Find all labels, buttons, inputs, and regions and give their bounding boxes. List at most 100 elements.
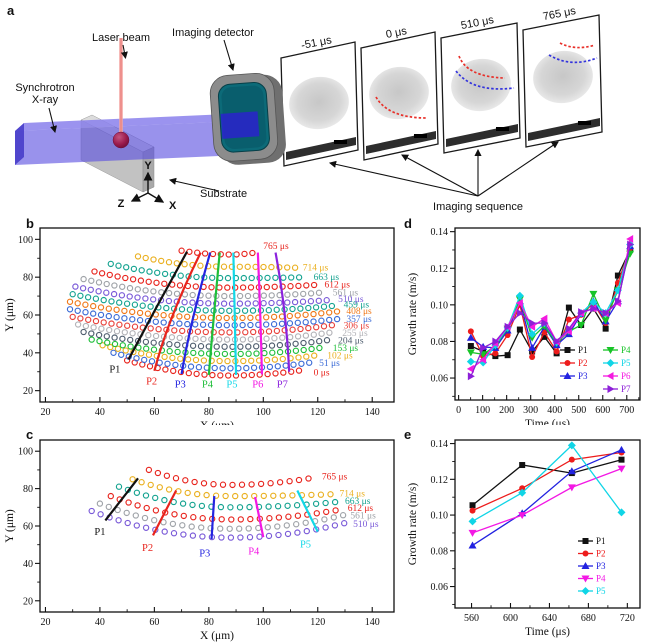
- svg-text:0.14: 0.14: [431, 439, 449, 450]
- svg-text:600: 600: [595, 405, 610, 416]
- svg-text:60: 60: [149, 407, 159, 418]
- synchrotron-label-2: X-ray: [32, 94, 59, 106]
- axes: 560 600 640 680 720 0.06 0.08 0.10 0.12 0.14 Time …: [407, 439, 641, 638]
- path-line-P1: [104, 477, 139, 522]
- svg-text:700: 700: [619, 405, 634, 416]
- x-axis-arrow: [147, 192, 165, 203]
- legend-label-P4: P4: [621, 345, 631, 355]
- beam-end-cap: [15, 123, 24, 165]
- time-label: 153 μs: [333, 344, 359, 354]
- series-P7: [467, 240, 635, 381]
- svg-text:720: 720: [620, 613, 635, 624]
- legend-label-P2: P2: [578, 358, 588, 368]
- time-label: 561 μs: [333, 288, 359, 298]
- measurement-paths: P1 P2 P3 P4 P5 P6 P7: [109, 251, 291, 391]
- x-axis-title: Time (μs): [525, 626, 570, 638]
- y-axis-title: Y (μm): [4, 298, 16, 332]
- annotation-arrows: [48, 39, 559, 197]
- axis-z-label: Z: [118, 198, 125, 210]
- time-label: 459 μs: [344, 301, 370, 311]
- svg-text:40: 40: [23, 559, 33, 570]
- path-label-P2: P2: [142, 543, 153, 554]
- svg-text:400: 400: [547, 405, 562, 416]
- time-label: 510 μs: [338, 295, 364, 305]
- svg-text:200: 200: [499, 405, 514, 416]
- melt-pool-image: [451, 58, 511, 112]
- panel-d-growth-rate-chart: 0 100 200 300 400 500 600 700 0.06 0.08 0.10 0.12 0.…: [407, 227, 641, 425]
- time-label: 255 μs: [342, 329, 368, 339]
- laser-beam-core: [120, 38, 122, 135]
- coordinate-triad: [130, 171, 165, 203]
- panel-b-letter: b: [26, 216, 34, 231]
- svg-text:120: 120: [310, 407, 325, 418]
- time-label: 306 μs: [344, 321, 370, 331]
- path-label-P3: P3: [199, 549, 210, 560]
- svg-text:140: 140: [365, 617, 380, 628]
- svg-text:20: 20: [40, 407, 50, 418]
- substrate-arrow: [168, 177, 220, 192]
- sequence-arrow-2: [401, 154, 479, 197]
- detector-arrow: [223, 39, 235, 72]
- svg-text:20: 20: [23, 596, 33, 607]
- svg-text:100: 100: [18, 235, 33, 246]
- y-axis-title: Growth rate (m/s): [407, 483, 419, 566]
- red-contour-curve: [375, 96, 428, 119]
- svg-text:600: 600: [503, 613, 518, 624]
- z-axis-arrow: [130, 192, 149, 202]
- beam-on-screen: [220, 111, 260, 139]
- legend-label-P1: P1: [596, 536, 606, 546]
- blue-contour-curve: [548, 54, 598, 64]
- path-line-P3: [210, 496, 216, 540]
- axes: 20 40 60 80 100 120 140 20 40 60 80 100 X (μm) Y (μm): [4, 227, 395, 425]
- time-label: 357 μs: [346, 315, 372, 325]
- imaging-frame-3: [440, 22, 521, 154]
- time-label: 663 μs: [345, 497, 371, 507]
- imaging-frame-1: [280, 41, 359, 167]
- svg-text:0.12: 0.12: [431, 475, 449, 486]
- legend-label-P2: P2: [596, 549, 606, 559]
- svg-text:0: 0: [456, 405, 461, 416]
- path-label-P7: P7: [277, 380, 288, 391]
- svg-text:100: 100: [475, 405, 490, 416]
- y-axis-title: Y (μm): [4, 509, 16, 543]
- scale-bar: [578, 121, 591, 125]
- path-line-P2: [152, 489, 178, 536]
- axis-x-label: X: [169, 200, 177, 212]
- time-label: 765 μs: [322, 472, 348, 482]
- path-line-P5: [232, 252, 238, 375]
- path-line-P4: [254, 496, 265, 538]
- panel-a-letter: a: [7, 3, 15, 18]
- svg-text:640: 640: [542, 613, 557, 624]
- svg-text:100: 100: [256, 617, 271, 628]
- axes: 0 100 200 300 400 500 600 700 0.06 0.08 0.10 0.12 0.…: [407, 227, 641, 425]
- time-label: 714 μs: [303, 264, 329, 274]
- svg-text:140: 140: [365, 407, 380, 418]
- legend-label-P1: P1: [578, 345, 588, 355]
- path-label-P5: P5: [226, 380, 237, 391]
- laser-beam-label: Laser beam: [92, 32, 150, 44]
- svg-text:0.10: 0.10: [431, 511, 449, 522]
- time-label: 714 μs: [340, 489, 366, 499]
- path-label-P5: P5: [300, 539, 311, 550]
- laser-arrow: [120, 44, 128, 60]
- svg-text:0.08: 0.08: [431, 546, 449, 557]
- panel-e-letter: e: [404, 427, 412, 442]
- legend-label-P5: P5: [596, 586, 606, 596]
- svg-text:60: 60: [149, 617, 159, 628]
- synchrotron-label-1: Synchrotron: [15, 82, 74, 94]
- legend-label-P5: P5: [621, 358, 631, 368]
- substrate-label: Substrate: [200, 188, 247, 200]
- series-P6: [466, 234, 634, 373]
- svg-text:0.14: 0.14: [431, 227, 449, 238]
- imaging-frame-4: [522, 14, 603, 148]
- series-P1: [469, 456, 625, 509]
- panel-c-contour-chart: 20 40 60 80 100 120 140 20 40 60 80 100 X (μm) Y (μm)…: [4, 439, 395, 642]
- synchrotron-arrow: [48, 107, 57, 134]
- path-line-P5: [296, 489, 319, 533]
- svg-text:100: 100: [18, 447, 33, 458]
- panel-d-letter: d: [404, 216, 412, 231]
- path-label-P1: P1: [94, 527, 105, 538]
- legend-label-P3: P3: [596, 561, 606, 571]
- svg-text:80: 80: [23, 273, 33, 284]
